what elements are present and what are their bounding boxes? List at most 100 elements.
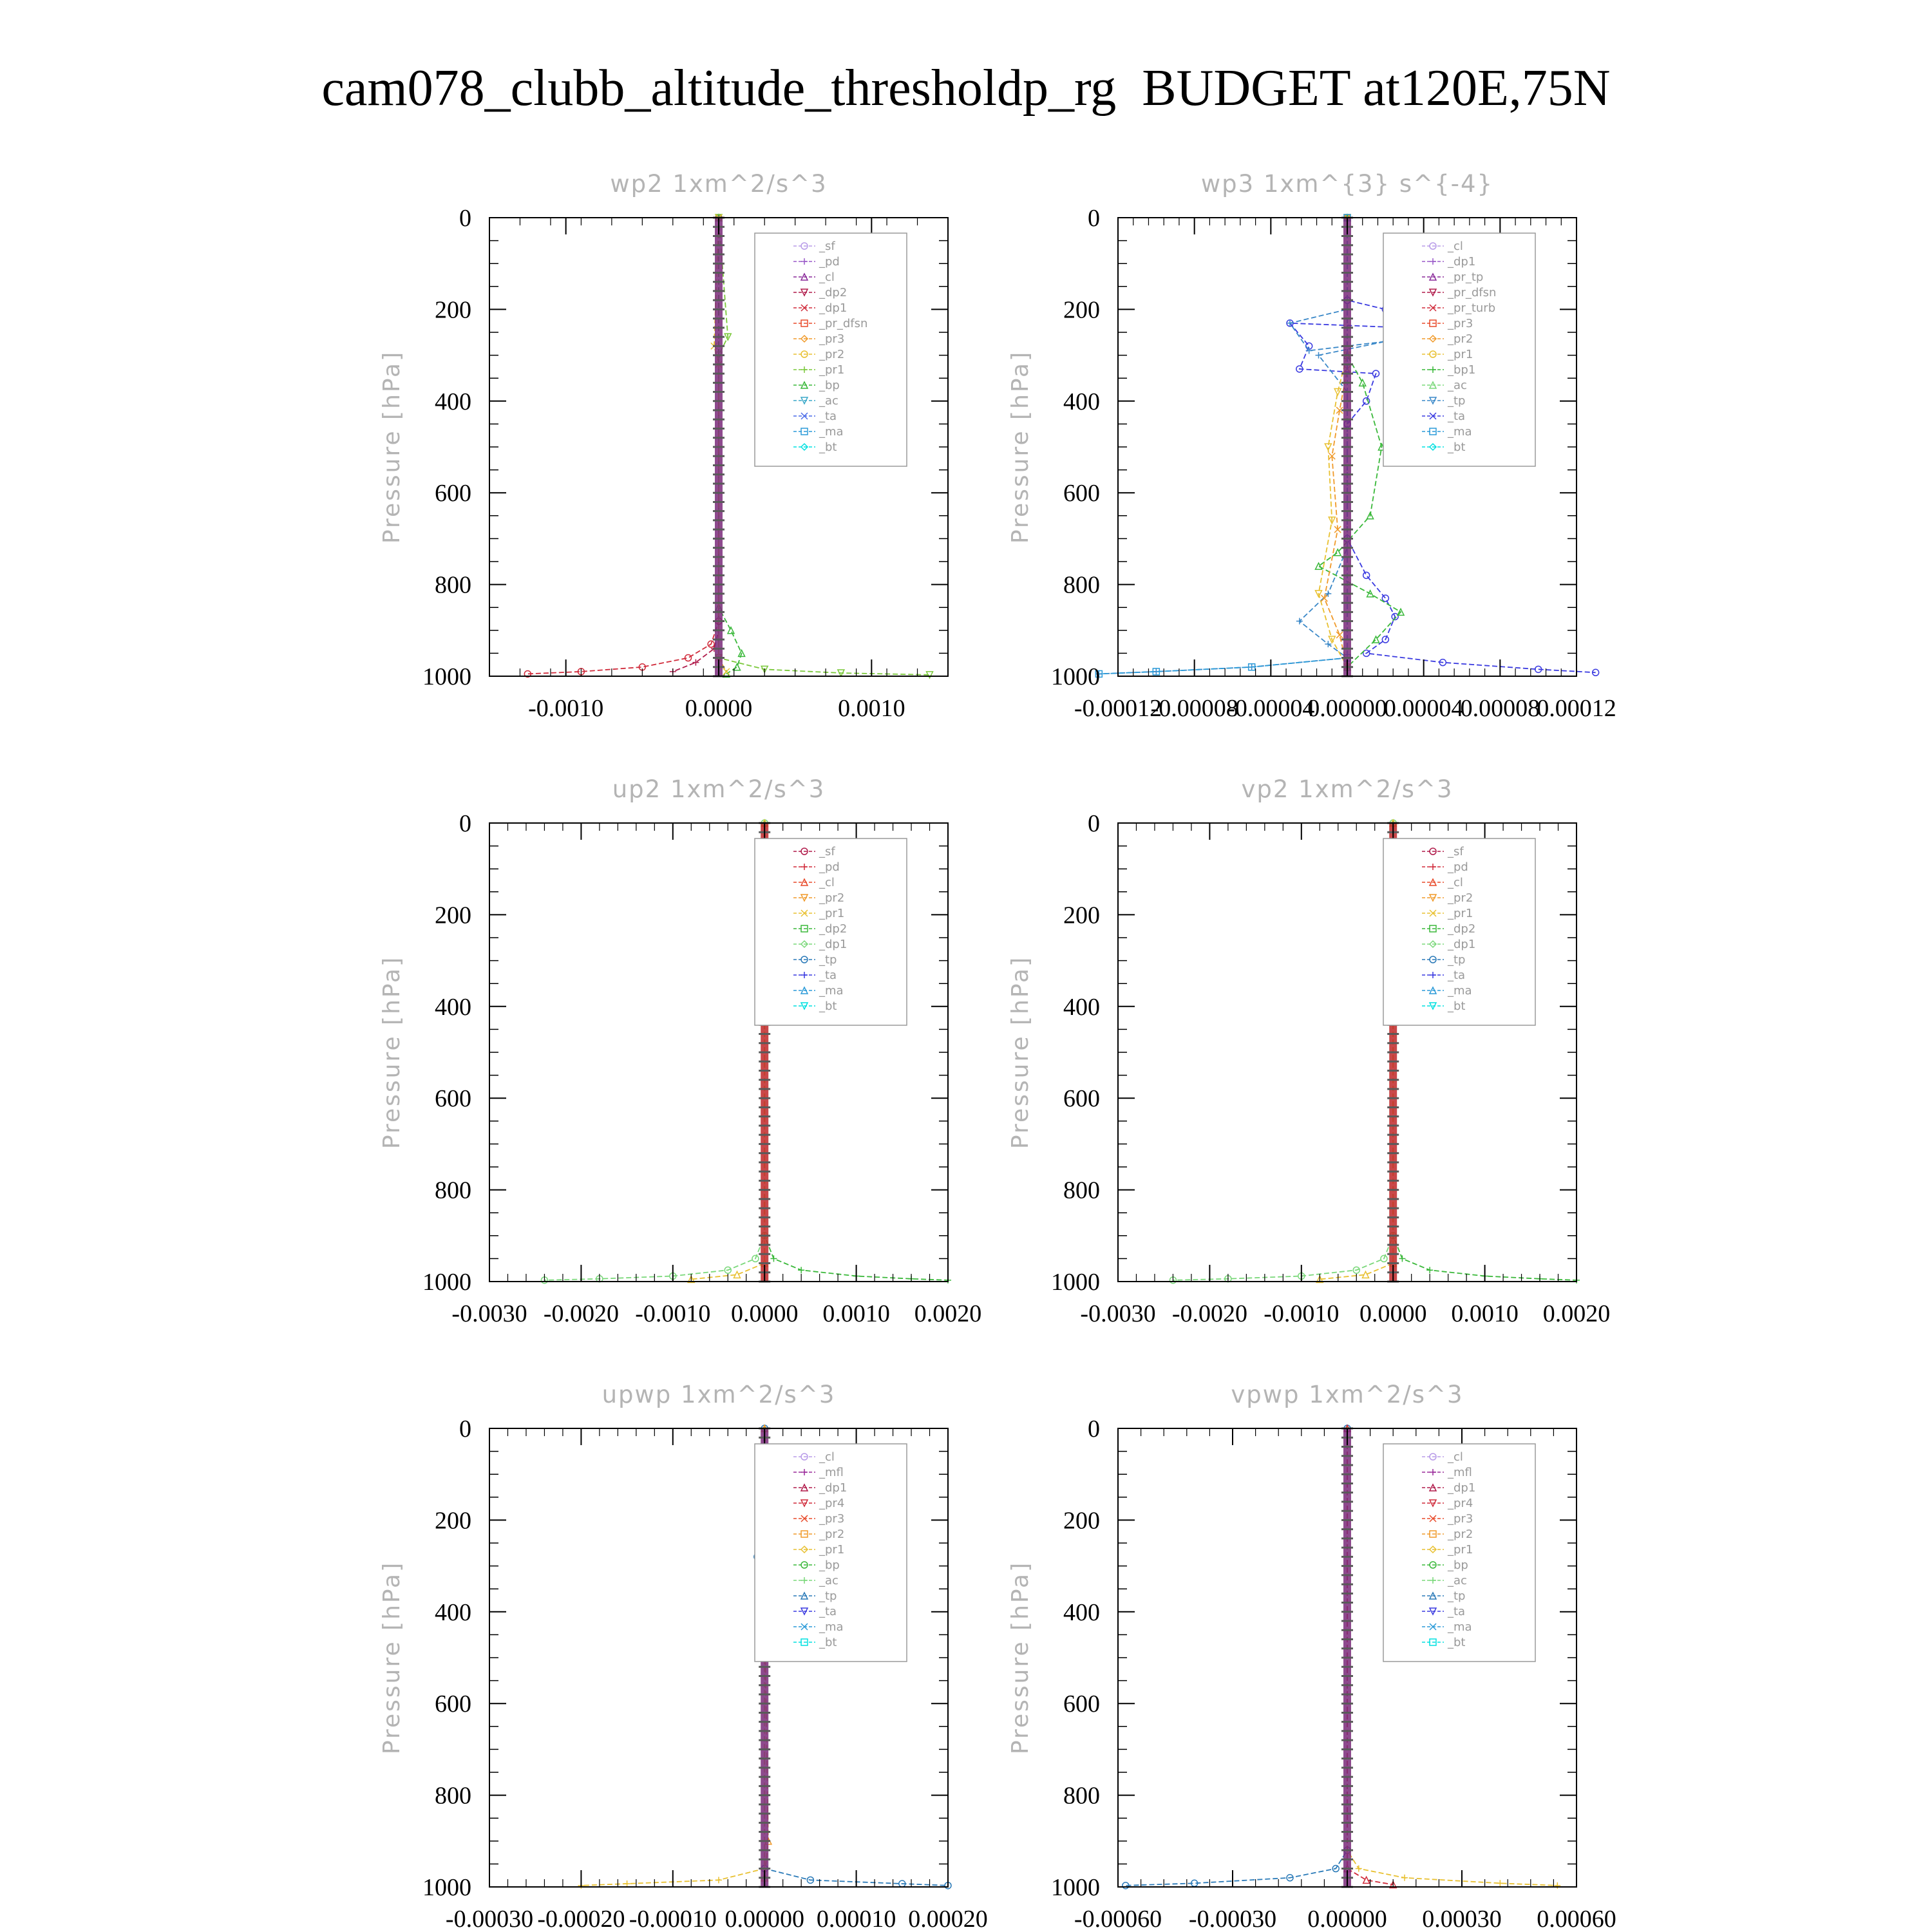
- data-point: [733, 1270, 741, 1279]
- series-line-dp1: [544, 823, 766, 1281]
- legend-marker: [800, 304, 808, 312]
- legend-label: _pr2: [1447, 332, 1473, 346]
- y-tick-label: 0: [459, 205, 471, 232]
- x-tick-label: -0.00020: [537, 1906, 625, 1932]
- series-line-tp: [1099, 218, 1386, 675]
- data-point: [737, 649, 746, 658]
- legend-marker: [800, 1545, 809, 1554]
- legend-marker: [1428, 1607, 1437, 1616]
- legend-marker: [1430, 1469, 1436, 1475]
- y-tick-label: 1000: [1051, 1874, 1100, 1901]
- data-point: [684, 654, 692, 662]
- y-tick-label: 0: [1088, 1416, 1100, 1443]
- x-tick-label: -0.00030: [1189, 1906, 1276, 1932]
- data-point: [723, 668, 730, 676]
- x-tick-label: 0.0000: [685, 695, 753, 722]
- data-point: [1497, 1880, 1504, 1887]
- x-tick-label: -0.00060: [1074, 1906, 1162, 1932]
- panel-4: vp2 1xm^2/s^3 Pressure [hPa] 0 200 400 600 800…: [1007, 775, 1610, 1327]
- legend-box: [754, 838, 907, 1026]
- panel-title: upwp 1xm^2/s^3: [602, 1381, 836, 1408]
- legend-marker: [800, 1607, 809, 1616]
- legend-label: _ta: [819, 969, 837, 982]
- y-tick-label: 400: [1063, 388, 1100, 415]
- page-title: cam078_clubb_altitude_thresholdp_rg BUDG…: [321, 60, 1611, 117]
- y-axis-label: Pressure [hPa]: [1007, 1561, 1034, 1754]
- legend-label: _bt: [1447, 999, 1465, 1013]
- legend-box: [754, 1443, 907, 1662]
- legend-marker: [1428, 442, 1437, 451]
- legend-label: _ac: [819, 394, 838, 408]
- legend-label: _ma: [819, 1620, 844, 1634]
- data-point: [1320, 594, 1328, 602]
- data-point: [1095, 670, 1103, 677]
- y-tick-label: 1000: [422, 663, 471, 690]
- panel-2: wp3 1xm^{3} s^{-4} Pressure [hPa] 0 200 400 6…: [1007, 170, 1616, 722]
- legend-marker: [1429, 412, 1437, 420]
- data-point: [925, 671, 934, 679]
- data-point: [837, 669, 846, 677]
- data-point: [724, 1266, 732, 1274]
- y-tick-label: 200: [1063, 902, 1100, 929]
- x-tick-label: 0.0000: [731, 1300, 799, 1327]
- y-tick-label: 400: [1063, 994, 1100, 1021]
- legend-label: _pr4: [819, 1497, 844, 1510]
- legend-marker: [800, 1623, 808, 1631]
- data-point: [1328, 516, 1336, 525]
- legend-marker: [1429, 925, 1437, 933]
- legend-marker: [800, 350, 808, 358]
- y-tick-label: 400: [435, 994, 471, 1021]
- legend-label: _ta: [1447, 1605, 1465, 1618]
- data-point: [1095, 670, 1103, 678]
- x-tick-label: -0.0020: [1172, 1300, 1247, 1327]
- legend-label: _dp1: [1447, 938, 1475, 951]
- data-point: [1332, 1864, 1340, 1873]
- legend-marker: [800, 925, 808, 933]
- legend-label: _bp: [819, 1558, 840, 1572]
- legend-marker: [1429, 1453, 1437, 1461]
- legend-label: _pr3: [819, 1512, 844, 1526]
- data-point: [1401, 1874, 1408, 1881]
- series-line-ma: [1099, 218, 1348, 675]
- data-point: [1328, 452, 1336, 460]
- y-tick-label: 0: [1088, 205, 1100, 232]
- legend-marker: [800, 319, 808, 327]
- legend-marker: [1428, 878, 1437, 886]
- data-point: [1122, 1882, 1130, 1889]
- data-point: [1315, 352, 1322, 359]
- legend-label: _pr_turb: [1447, 301, 1495, 315]
- legend-marker: [800, 1002, 809, 1010]
- legend-label: _cl: [1447, 240, 1463, 253]
- y-axis-label: Pressure [hPa]: [379, 350, 405, 544]
- legend-marker: [1429, 242, 1437, 250]
- legend-marker: [1428, 397, 1437, 405]
- legend-marker: [1429, 1638, 1437, 1646]
- legend-marker: [800, 878, 809, 886]
- data-point: [752, 1255, 759, 1263]
- legend-label: _bp: [1447, 1558, 1468, 1572]
- x-tick-label: 0.00012: [1537, 695, 1616, 722]
- data-point: [1380, 1255, 1388, 1263]
- x-tick-label: 0.0020: [914, 1300, 982, 1327]
- legend-marker: [800, 289, 809, 297]
- legend-label: _tp: [819, 953, 837, 967]
- y-axis-label: Pressure [hPa]: [379, 956, 405, 1149]
- data-point: [1336, 406, 1343, 414]
- legend-marker: [800, 442, 809, 451]
- legend-marker: [1428, 1002, 1437, 1010]
- legend-label: _pr1: [1447, 348, 1473, 361]
- legend-marker: [1428, 986, 1437, 994]
- y-tick-label: 400: [435, 388, 471, 415]
- legend-marker: [1428, 1499, 1437, 1508]
- series-line-pr1: [581, 1428, 773, 1886]
- x-tick-label: -0.0030: [1080, 1300, 1155, 1327]
- legend-label: _pr2: [819, 1528, 844, 1541]
- legend-marker: [1428, 381, 1437, 389]
- data-point: [1333, 548, 1342, 556]
- legend-label: _bt: [819, 440, 837, 454]
- legend-marker: [1430, 864, 1436, 870]
- data-point: [1366, 511, 1374, 520]
- x-tick-label: 0.00000: [1307, 1906, 1387, 1932]
- series-line-pr1: [1320, 823, 1394, 1280]
- legend-label: _dp1: [819, 301, 847, 315]
